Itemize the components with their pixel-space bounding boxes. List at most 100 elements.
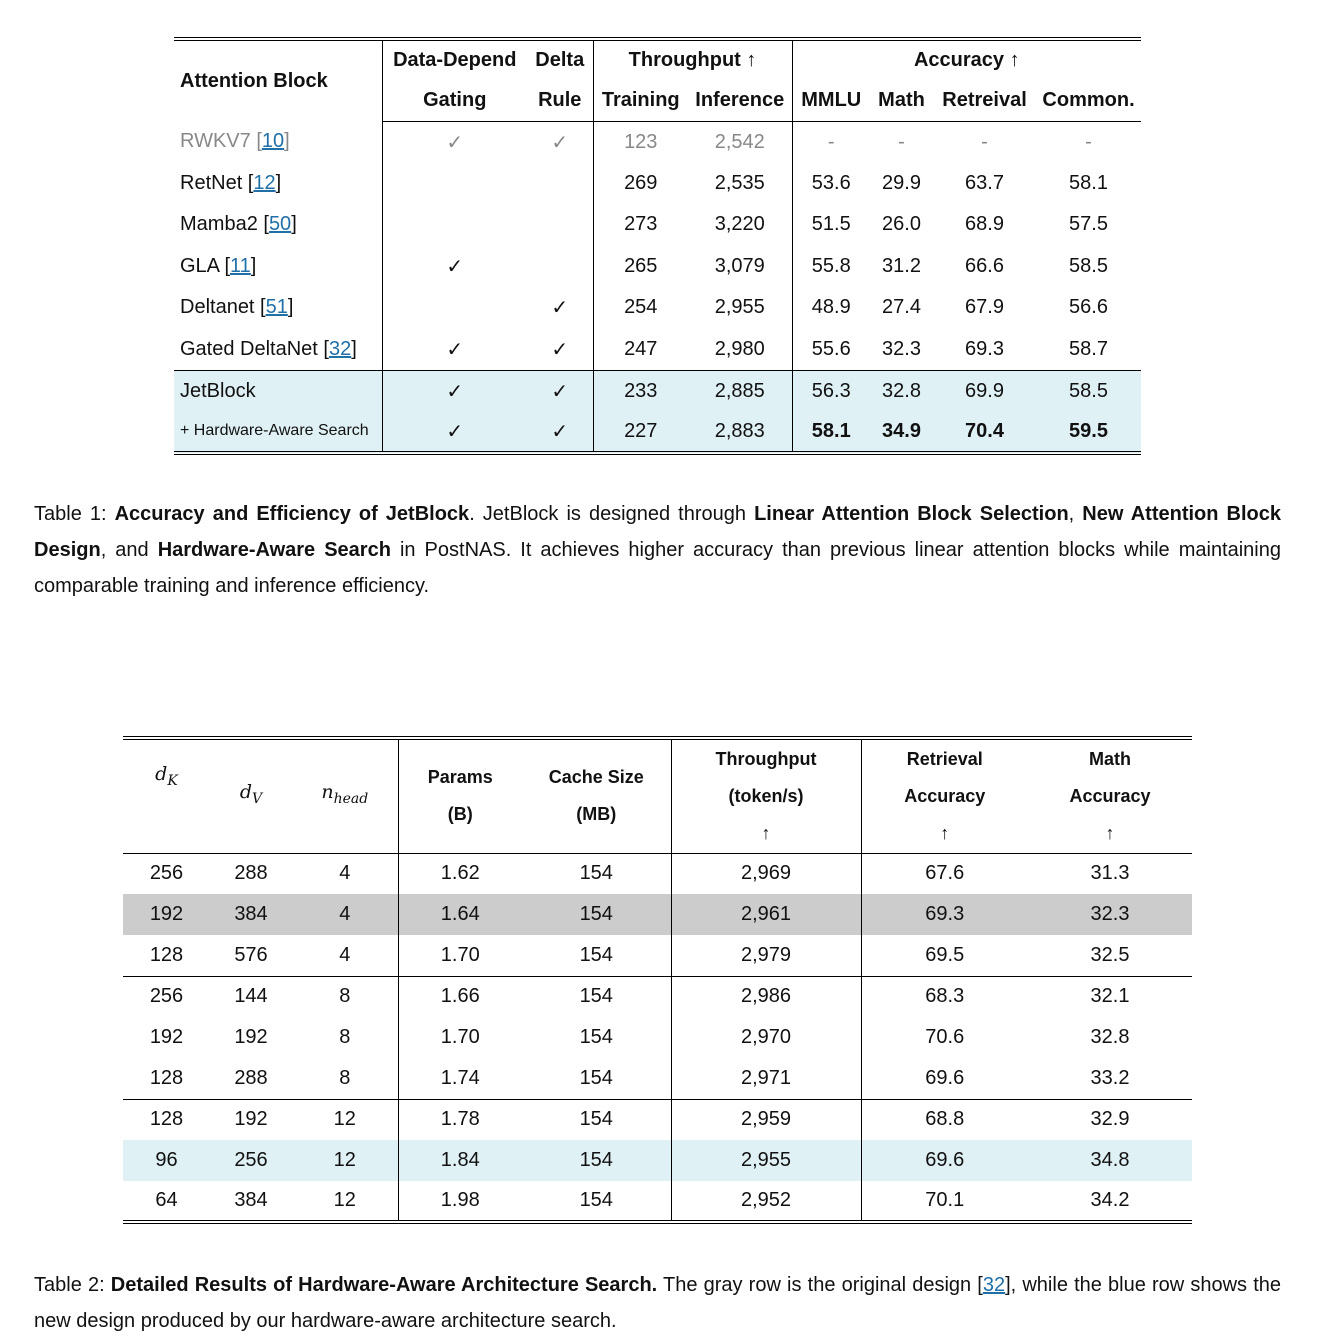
check-cell (382, 163, 527, 205)
text: The gray row is the original design [ (657, 1274, 983, 1296)
text: RWKV7 [ (180, 130, 262, 153)
row-name: RWKV7 [10] (174, 121, 383, 163)
bold-text: New Attention Block Design (34, 503, 1281, 561)
table-body: RWKV7 [10] ✓ ✓ 123 2,542- - - - RetNet [12] 269 2,… (174, 121, 1142, 453)
header-cell: Rule (527, 80, 594, 122)
check-cell: ✓ (446, 420, 464, 443)
value-cell: 1.98 (440, 1189, 480, 1211)
value-cell: 34.2 (1090, 1189, 1130, 1211)
table-body: 256 288 4 1.62 154 2,969 67.6 31.3 192 384 4 1.64 15… (123, 853, 1192, 1222)
check-cell: ✓ (446, 338, 464, 361)
value-cell: 32.3 (1090, 903, 1130, 925)
text: , (1068, 503, 1083, 525)
value-cell: 4 (292, 935, 399, 976)
value-cell: 128 (149, 943, 184, 966)
value-cell: 68.8 (861, 1098, 1028, 1140)
value-cell: 1.70 (440, 943, 480, 966)
value-cell: 2,955 (688, 287, 793, 329)
value-cell: 2,952 (671, 1181, 862, 1222)
text: Gated DeltaNet [ (180, 337, 329, 360)
value-cell: 32.1 (1028, 975, 1192, 1017)
value-cell: 269 (624, 171, 658, 194)
value-cell: 63.7 (965, 171, 1004, 194)
value-cell: 4 (292, 894, 399, 935)
header-cell: nhead (292, 738, 399, 854)
header-cell: dK (123, 738, 210, 854)
header-row: Attention Block Data-Depend Delta Throughpu… (174, 39, 1141, 121)
bold-text: Detailed Results of Hardware-Aware Archi… (110, 1274, 658, 1296)
header-line: Throughput (715, 748, 817, 769)
citation-link[interactable]: 50 (268, 213, 292, 236)
table-row: RWKV7 [10] ✓ ✓ 123 2,542 - - - - (174, 121, 1141, 163)
math-sub: K (167, 773, 178, 790)
citation-link[interactable]: 10 (261, 130, 285, 153)
value-cell: 2,980 (688, 328, 793, 370)
caption-1: Table 1: Accuracy and Efficiency of JetB… (34, 496, 1281, 604)
citation-link[interactable]: 32 (982, 1274, 1006, 1296)
value-cell: 34.9 (882, 419, 921, 442)
header-line: Math (1089, 748, 1131, 769)
math-base: d (155, 763, 168, 786)
check-cell (527, 245, 594, 287)
check-cell: ✓ (446, 255, 464, 278)
header-row: Gating Rule Training Inference MMLU Math Retre… (174, 80, 1142, 122)
header-cell: Params (B) (398, 738, 522, 854)
value-cell: 64 (155, 1189, 178, 1211)
value-cell: 67.6 (925, 862, 965, 885)
math-sub: head (333, 791, 369, 808)
caption-2: Table 2: Detailed Results of Hardware-Aw… (34, 1267, 1281, 1339)
header-cell: Data-Depend (393, 49, 517, 71)
value-cell: 55.6 (811, 337, 851, 360)
header-line: Params (427, 767, 493, 788)
value-cell: 56.3 (792, 369, 871, 412)
value-cell: 154 (522, 853, 672, 894)
header-cell: Common. (1036, 80, 1142, 122)
value-cell: 192 (149, 1026, 184, 1048)
bold-text: Accuracy and Efficiency of JetBlock (114, 503, 470, 525)
table-row: 128 288 8 1.74 154 2,971 69.6 33.2 (123, 1058, 1192, 1099)
value-cell: 58.1 (811, 419, 851, 442)
header-line: (MB) (576, 804, 617, 825)
citation-link[interactable]: 32 (328, 337, 352, 360)
check-cell: ✓ (527, 121, 594, 163)
table-row: Deltanet [51] ✓ 254 2,955 48.9 27.4 67.9 56.6 (174, 287, 1141, 329)
check-cell (527, 204, 594, 246)
table-row: Gated DeltaNet [32] ✓ ✓ 247 2,980 55.6 32.3 69.… (174, 328, 1141, 370)
table-row: JetBlock ✓ ✓ 233 2,885 56.3 32.8 69.9 58.5 (174, 369, 1142, 412)
header-cell: Training (593, 80, 688, 122)
citation-link[interactable]: 51 (265, 296, 288, 319)
value-cell: 69.5 (925, 943, 965, 966)
value-cell: 2,955 (671, 1140, 862, 1181)
citation-link[interactable]: 12 (253, 171, 276, 194)
value-cell: 67.9 (965, 296, 1004, 319)
row-name: Deltanet [51] (174, 287, 383, 329)
table-row: RetNet [12] 269 2,535 53.6 29.9 63.7 58.1 (174, 162, 1141, 205)
check-cell: ✓ (382, 369, 527, 412)
value-cell: 70.4 (965, 419, 1004, 442)
value-cell: 154 (522, 1017, 672, 1058)
value-cell: 128 (149, 1066, 184, 1089)
check-cell: ✓ (527, 411, 594, 453)
citation-link[interactable]: 11 (230, 254, 251, 277)
table-row: 256 288 4 1.62 154 2,969 67.6 31.3 (123, 853, 1192, 894)
row-name: Mamba2 [50] (174, 204, 383, 246)
header-line: ↑ (761, 822, 771, 843)
check-cell (527, 162, 594, 204)
value-cell: 57.5 (1069, 213, 1108, 236)
header-cell: Accuracy ↑ (913, 49, 1020, 71)
value-cell: 68.9 (965, 213, 1004, 236)
table-row: 192 384 4 1.64 154 2,961 69.3 32.3 (123, 894, 1192, 935)
value-cell: 2,542 (688, 121, 793, 163)
table-1: Attention Block Data-Depend Delta Throughpu… (174, 37, 1142, 455)
math-symbol: dV (240, 781, 262, 807)
header-cell: Retrieval Accuracy ↑ (861, 738, 1028, 854)
math-base: n (321, 781, 334, 804)
value-cell: 8 (292, 1058, 399, 1099)
value-cell: 32.3 (882, 337, 921, 360)
table-header: Attention Block Data-Depend Delta Throughpu… (174, 39, 1142, 122)
value-cell: 12 (292, 1181, 399, 1222)
value-cell: 1.66 (398, 975, 522, 1017)
row-name: GLA [11] (174, 245, 383, 287)
value-cell: 154 (522, 894, 672, 935)
value-cell: 53.6 (811, 171, 851, 194)
